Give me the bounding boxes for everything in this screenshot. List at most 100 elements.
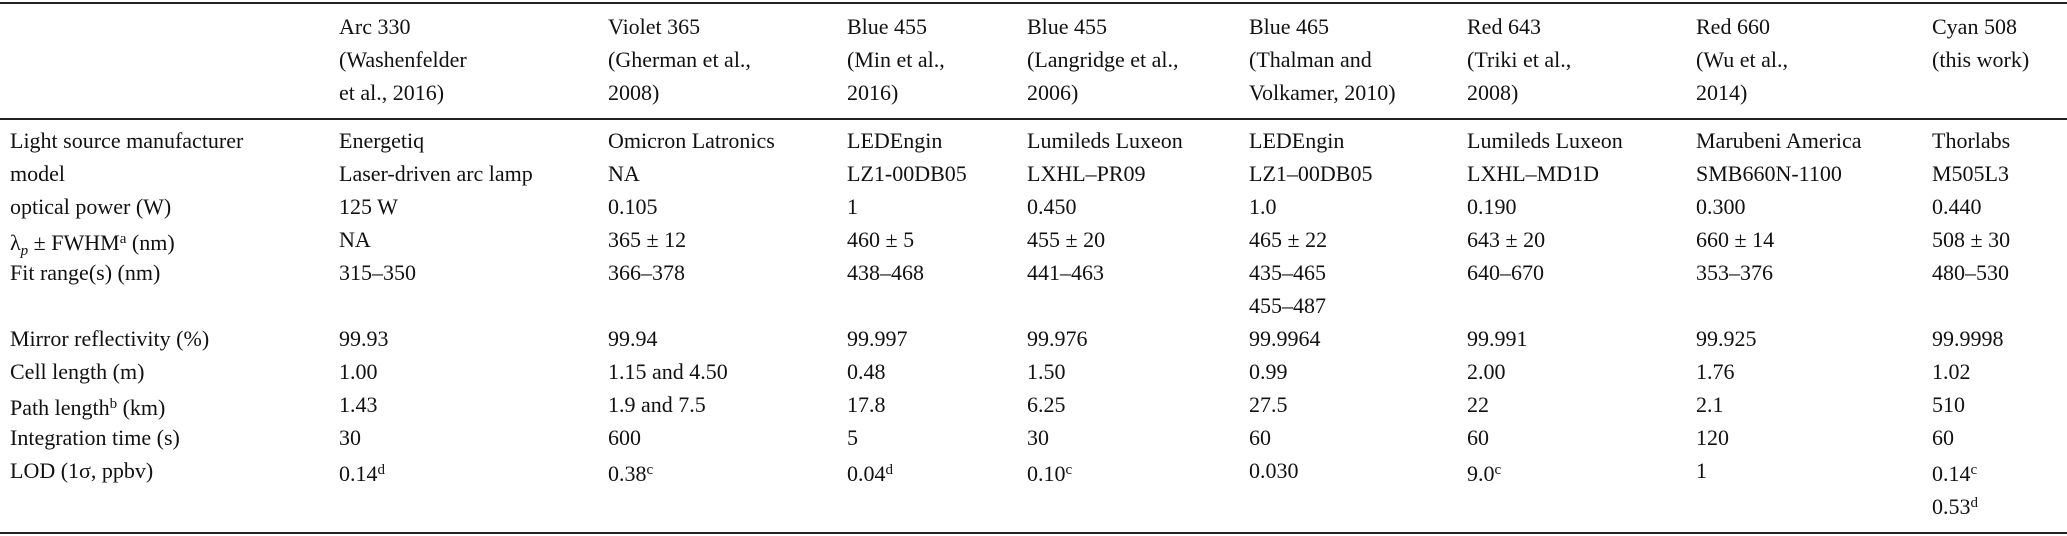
- cell: 0.14c: [1932, 454, 1977, 490]
- cell: 1: [1696, 458, 1707, 483]
- cell: 9.0c: [1467, 454, 1501, 490]
- cell: LXHL–MD1D: [1467, 161, 1599, 186]
- cell: Omicron Latronics: [608, 128, 775, 153]
- cell: NA: [608, 161, 640, 186]
- text-segment: (nm): [126, 230, 175, 255]
- cell: 125 W: [339, 194, 398, 219]
- text-segment: 0.53: [1932, 494, 1971, 519]
- cell: 0.190: [1467, 194, 1517, 219]
- text-segment: c: [1494, 462, 1502, 478]
- cell: 1.50: [1027, 359, 1066, 384]
- text-segment: d: [885, 462, 894, 478]
- column-header: Arc 330: [339, 14, 411, 39]
- row-label: Mirror reflectivity (%): [10, 326, 210, 351]
- text-segment: 9.0: [1467, 461, 1495, 486]
- cell: 5: [847, 425, 858, 450]
- cell: Lumileds Luxeon: [1467, 128, 1623, 153]
- cell: 600: [608, 425, 641, 450]
- row-label: Integration time (s): [10, 425, 180, 450]
- column-header: Blue 465: [1249, 14, 1330, 39]
- cell: 460 ± 5: [847, 227, 915, 252]
- cell: Marubeni America: [1696, 128, 1862, 153]
- cell: 0.48: [847, 359, 886, 384]
- text-segment: ± FWHM: [28, 230, 120, 255]
- cell: 0.300: [1696, 194, 1746, 219]
- column-header: (Triki et al.,: [1467, 47, 1572, 72]
- cell: 1.02: [1932, 359, 1971, 384]
- cell: Laser-driven arc lamp: [339, 161, 533, 186]
- cell: 0.99: [1249, 359, 1288, 384]
- cell: LXHL–PR09: [1027, 161, 1146, 186]
- bottom-rule: [0, 532, 2067, 534]
- cell: 99.991: [1467, 326, 1528, 351]
- cell: 1.0: [1249, 194, 1277, 219]
- cell: 99.9964: [1249, 326, 1321, 351]
- cell: 2.1: [1696, 392, 1724, 417]
- cell: 2.00: [1467, 359, 1506, 384]
- cell: 0.030: [1249, 458, 1299, 483]
- text-segment: p: [20, 243, 29, 259]
- cell: Lumileds Luxeon: [1027, 128, 1183, 153]
- text-segment: 0.14: [1932, 461, 1971, 486]
- row-label: Path lengthb (km): [10, 388, 165, 424]
- cell: 30: [339, 425, 361, 450]
- cell: 465 ± 22: [1249, 227, 1328, 252]
- top-rule: [0, 2, 2067, 4]
- cell: LZ1-00DB05: [847, 161, 967, 186]
- cell: 455–487: [1249, 293, 1326, 318]
- column-header: (Wu et al.,: [1696, 47, 1788, 72]
- column-header: Violet 365: [608, 14, 701, 39]
- text-segment: λ: [10, 230, 21, 255]
- cell: M505L3: [1932, 161, 2009, 186]
- cell: SMB660N-1100: [1696, 161, 1842, 186]
- cell: 1.76: [1696, 359, 1735, 384]
- text-segment: (km): [117, 395, 166, 420]
- text-segment: 0.10: [1027, 461, 1066, 486]
- cell: 0.105: [608, 194, 658, 219]
- row-label: optical power (W): [10, 194, 172, 219]
- cell: 0.450: [1027, 194, 1077, 219]
- row-label: model: [10, 161, 65, 186]
- cell: 441–463: [1027, 260, 1104, 285]
- cell: NA: [339, 227, 371, 252]
- column-header: (this work): [1932, 47, 2030, 72]
- text-segment: c: [646, 462, 654, 478]
- cell: 99.997: [847, 326, 908, 351]
- cell: 60: [1932, 425, 1954, 450]
- cell: 27.5: [1249, 392, 1288, 417]
- cell: 365 ± 12: [608, 227, 687, 252]
- cell: 1: [847, 194, 858, 219]
- text-segment: a: [119, 231, 127, 247]
- cell: 643 ± 20: [1467, 227, 1546, 252]
- cell: 0.10c: [1027, 454, 1072, 490]
- text-segment: 0.04: [847, 461, 886, 486]
- column-header: Cyan 508: [1932, 14, 2017, 39]
- cell: 120: [1696, 425, 1729, 450]
- cell: 1.9 and 7.5: [608, 392, 706, 417]
- cell: 99.94: [608, 326, 658, 351]
- text-segment: Path length: [10, 395, 110, 420]
- cell: LEDEngin: [1249, 128, 1345, 153]
- cell: LEDEngin: [847, 128, 943, 153]
- text-segment: 0.38: [608, 461, 647, 486]
- header-rule: [0, 118, 2067, 120]
- column-header: 2006): [1027, 80, 1079, 105]
- cell: 480–530: [1932, 260, 2009, 285]
- column-header: Blue 455: [847, 14, 928, 39]
- text-segment: d: [377, 462, 386, 478]
- row-label: Light source manufacturer: [10, 128, 244, 153]
- cell: 0.14d: [339, 454, 385, 490]
- row-label: LOD (1σ, ppbv): [10, 458, 154, 483]
- cell: 1.43: [339, 392, 378, 417]
- text-segment: b: [109, 396, 118, 412]
- column-header: (Thalman and: [1249, 47, 1372, 72]
- cell: 99.976: [1027, 326, 1088, 351]
- cell: LZ1–00DB05: [1249, 161, 1373, 186]
- cell: 60: [1467, 425, 1489, 450]
- cell: 0.04d: [847, 454, 893, 490]
- column-header: 2008): [608, 80, 660, 105]
- cell: 1.15 and 4.50: [608, 359, 728, 384]
- column-header: (Washenfelder: [339, 47, 467, 72]
- cell: 22: [1467, 392, 1489, 417]
